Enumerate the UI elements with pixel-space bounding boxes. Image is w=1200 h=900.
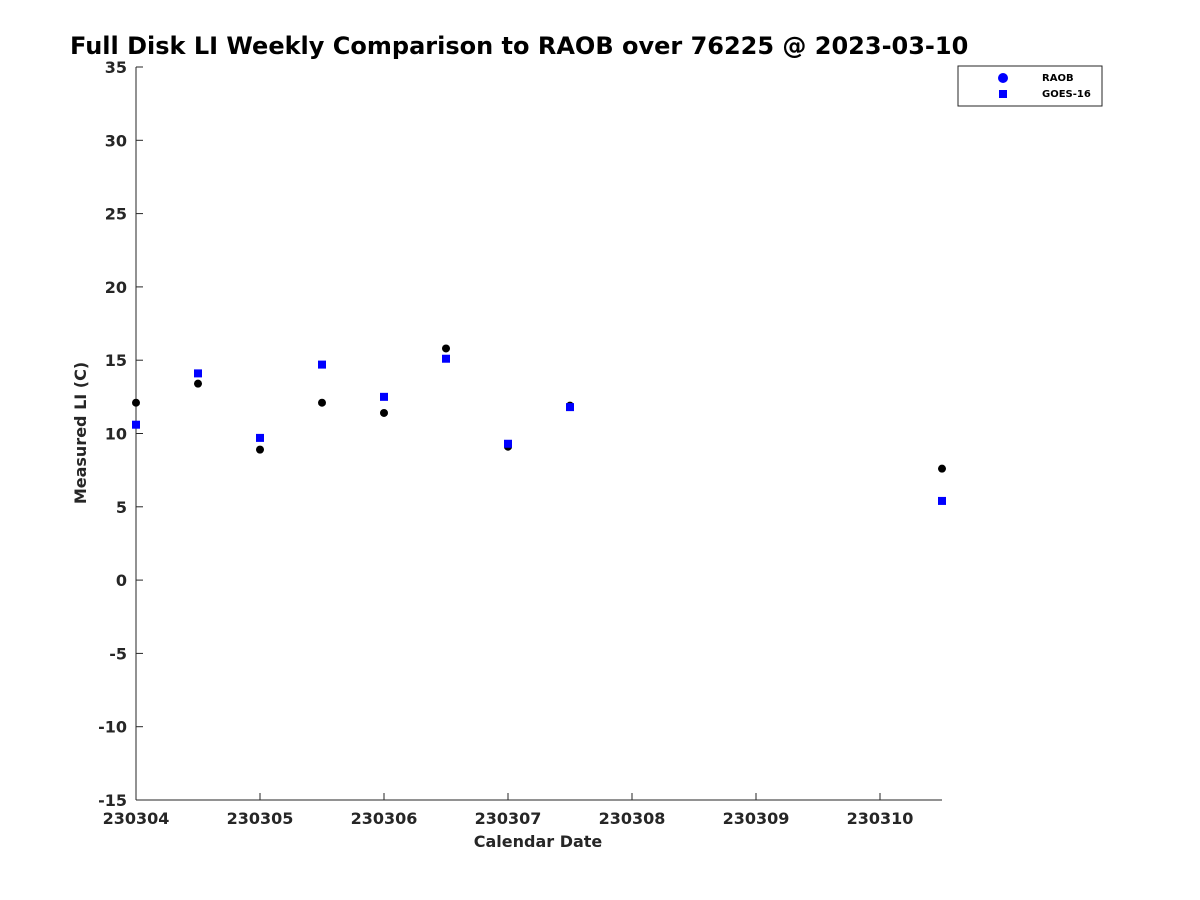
chart-title: Full Disk LI Weekly Comparison to RAOB o… xyxy=(70,32,968,60)
y-tick-label: 35 xyxy=(105,58,127,77)
legend-goes-label: GOES-16 xyxy=(1042,89,1091,100)
y-axis-label: Measured LI (C) xyxy=(71,362,90,504)
y-tick-label: 20 xyxy=(105,278,127,297)
goes-16-point xyxy=(566,403,574,412)
x-axis-label: Calendar Date xyxy=(474,832,603,851)
legend-box xyxy=(957,65,1103,107)
goes-16-point xyxy=(256,433,264,442)
legend-raob-circle-marker xyxy=(998,73,1008,83)
goes-16-point xyxy=(380,392,388,401)
goes-16-point xyxy=(442,354,450,363)
y-tick-label: 25 xyxy=(105,205,127,224)
raob-point xyxy=(380,408,388,417)
goes-16-point xyxy=(132,420,140,429)
goes-16-point xyxy=(318,360,326,369)
raob-point xyxy=(194,379,202,388)
raob-point xyxy=(132,398,140,407)
x-tick-label: 230305 xyxy=(227,809,294,828)
raob-point xyxy=(256,445,264,454)
y-tick-label: -10 xyxy=(98,718,127,737)
goes-16-point xyxy=(194,369,202,378)
y-ticks: -15 -10 -5 0 5 10 15 20 25 30 35 xyxy=(98,58,143,810)
legend-raob-label: RAOB xyxy=(1042,73,1074,84)
goes-16-point xyxy=(504,439,512,448)
x-tick-label: 230304 xyxy=(103,809,170,828)
legend-goes-square-marker xyxy=(999,90,1007,98)
axes xyxy=(135,67,942,801)
x-tick-label: 230308 xyxy=(599,809,666,828)
y-tick-label: -15 xyxy=(98,791,127,810)
goes-16-point xyxy=(938,496,946,505)
y-tick-label: 0 xyxy=(116,571,127,590)
data-points xyxy=(132,344,946,505)
x-tick-label: 230307 xyxy=(475,809,542,828)
raob-point xyxy=(938,464,946,473)
y-tick-label: 15 xyxy=(105,351,127,370)
x-tick-label: 230306 xyxy=(351,809,418,828)
x-ticks: 230304 230305 230306 230307 230308 230309 2303… xyxy=(103,793,914,828)
y-tick-label: 10 xyxy=(105,425,127,444)
y-tick-label: 5 xyxy=(116,498,127,517)
legend: RAOB GOES-16 xyxy=(957,65,1103,107)
raob-point xyxy=(442,344,450,353)
raob-point xyxy=(318,398,326,407)
x-tick-label: 230309 xyxy=(723,809,790,828)
x-tick-label: 230310 xyxy=(847,809,914,828)
y-tick-label: -5 xyxy=(109,644,127,663)
y-tick-label: 30 xyxy=(105,131,127,150)
